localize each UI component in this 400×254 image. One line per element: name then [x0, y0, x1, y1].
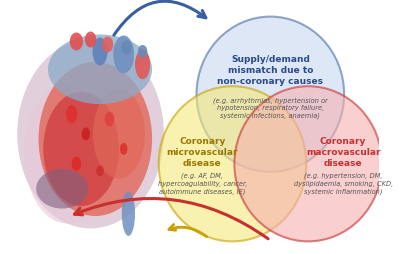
Text: Coronary
microvascular
disease: Coronary microvascular disease	[166, 137, 238, 168]
Text: Supply/demand
mismatch due to
non-coronary causes: Supply/demand mismatch due to non-corona…	[217, 55, 323, 86]
Ellipse shape	[105, 112, 114, 127]
Ellipse shape	[93, 90, 145, 179]
Ellipse shape	[72, 157, 81, 171]
Ellipse shape	[113, 36, 134, 74]
Ellipse shape	[234, 87, 382, 241]
Ellipse shape	[38, 62, 152, 216]
Ellipse shape	[24, 85, 110, 224]
Ellipse shape	[121, 41, 132, 55]
Text: (e.g. arrhythmias, hypertension or
hypotension, respiratory failure,
systemic in: (e.g. arrhythmias, hypertension or hypot…	[213, 97, 328, 119]
Ellipse shape	[102, 37, 113, 53]
Text: Coronary
macrovascular
disease: Coronary macrovascular disease	[306, 137, 380, 168]
Ellipse shape	[82, 128, 90, 141]
Text: (e.g. AF, DM,
hypercoagulability, cancer,
autoimmune diseases, IE): (e.g. AF, DM, hypercoagulability, cancer…	[158, 172, 247, 194]
Ellipse shape	[122, 192, 135, 236]
Ellipse shape	[70, 33, 83, 51]
FancyArrowPatch shape	[169, 225, 207, 237]
Ellipse shape	[96, 166, 104, 177]
Ellipse shape	[135, 50, 150, 80]
Ellipse shape	[120, 143, 128, 155]
Ellipse shape	[17, 40, 164, 229]
Text: (e.g. hypertension, DM,
dyslipidaemia, smoking, CKD,
systemic inflammation): (e.g. hypertension, DM, dyslipidaemia, s…	[294, 172, 393, 194]
Ellipse shape	[36, 169, 88, 209]
Ellipse shape	[48, 35, 152, 105]
FancyArrowPatch shape	[114, 2, 206, 36]
Ellipse shape	[43, 92, 119, 206]
Ellipse shape	[159, 87, 306, 241]
Ellipse shape	[85, 33, 96, 48]
Ellipse shape	[138, 46, 147, 59]
FancyArrowPatch shape	[74, 199, 268, 239]
Ellipse shape	[196, 18, 344, 172]
Ellipse shape	[92, 38, 108, 66]
Ellipse shape	[66, 106, 77, 123]
